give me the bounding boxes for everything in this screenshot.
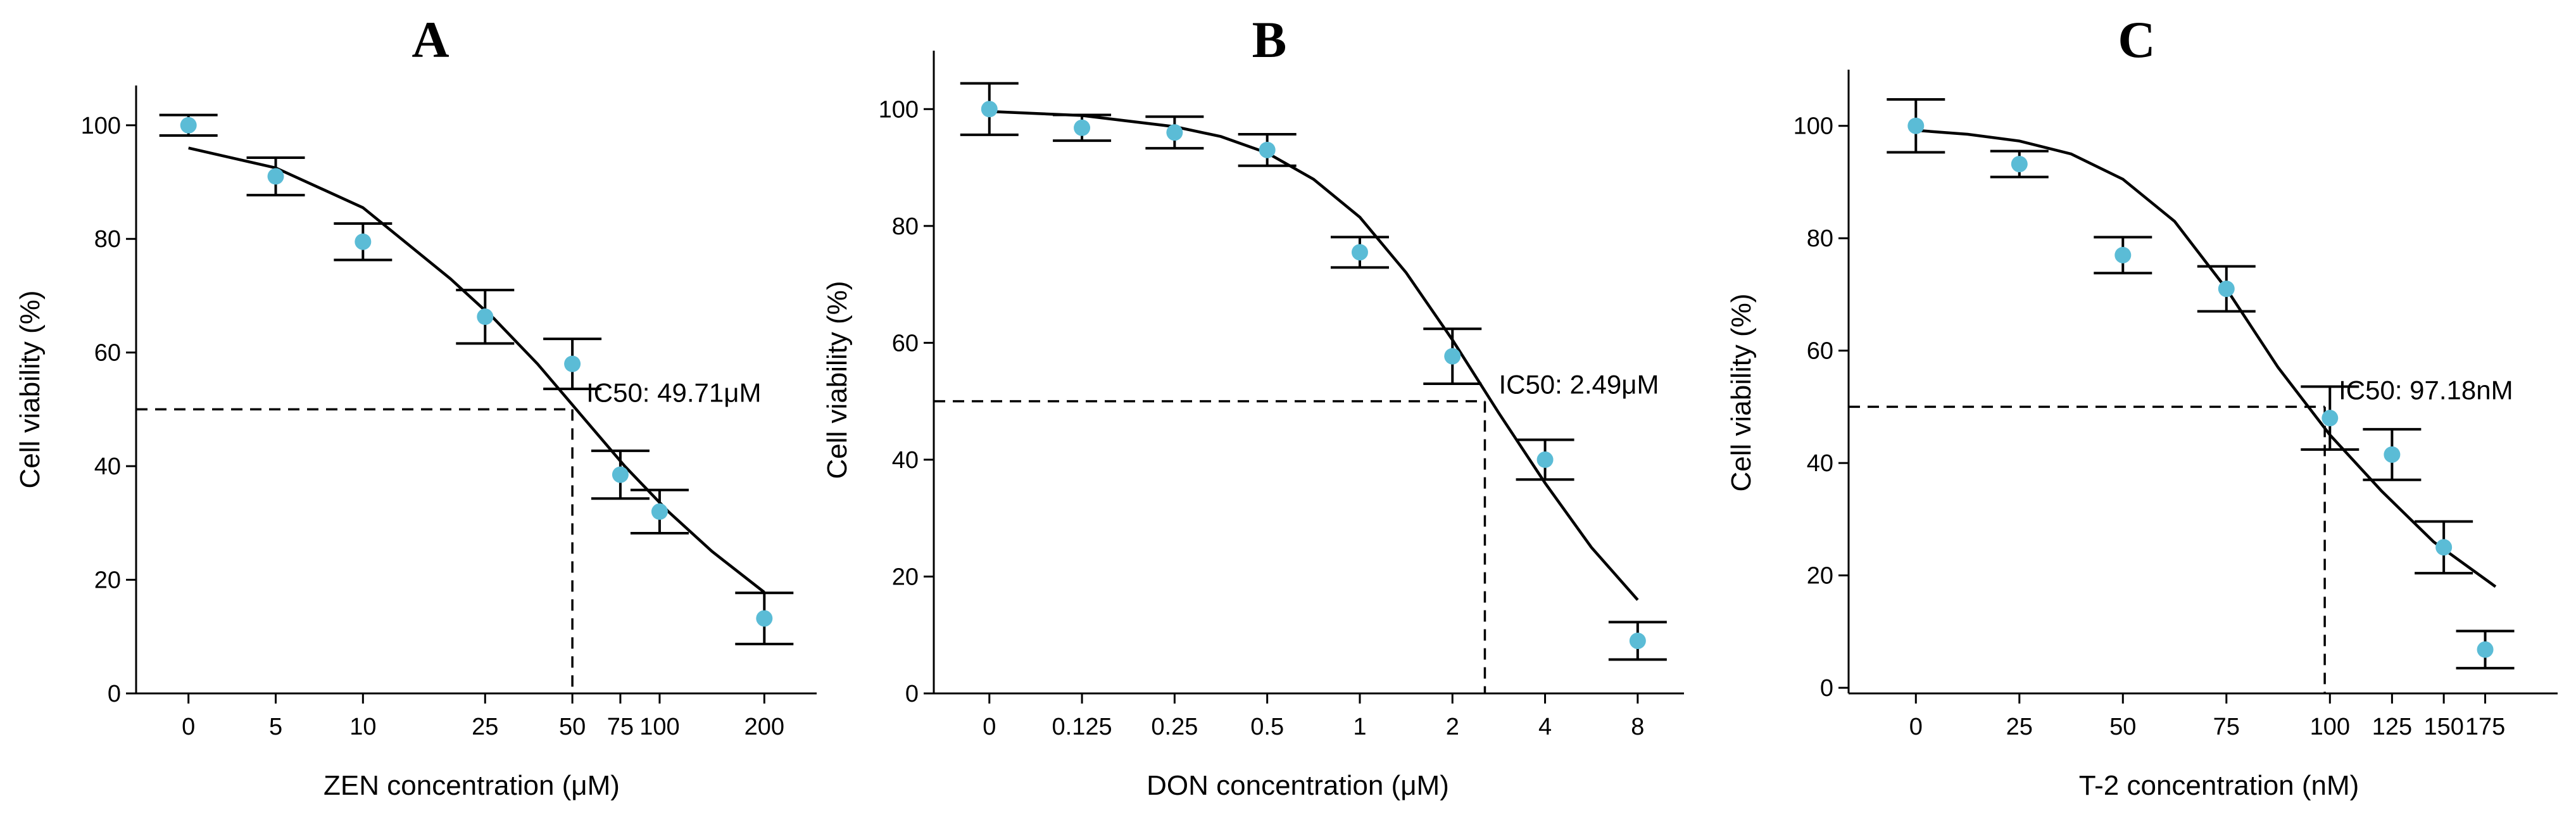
panel-b-x-title: DON concentration (μM): [1147, 770, 1449, 801]
panel-b-data-point: [1351, 244, 1368, 261]
panel-a-fit-curve: [188, 146, 765, 594]
panel-a-marks: [136, 113, 794, 693]
panel-b-data-point: [1444, 348, 1461, 365]
panel-b-x-tick-label: 8: [1631, 714, 1644, 740]
panel-c-data-point: [2218, 281, 2235, 298]
panel-a-data-point: [756, 610, 773, 627]
panel-c-x-tick-label: 150: [2423, 714, 2463, 740]
panel-a-x-title: ZEN concentration (μM): [324, 770, 620, 801]
panel-b-data-point: [1536, 451, 1554, 468]
panel-b-y-tick-label: 80: [892, 213, 919, 240]
panel-b-x-tick-label: 0.25: [1151, 714, 1198, 740]
panel-a-letter: A: [412, 11, 449, 68]
panel-b-x-tick-label: 1: [1353, 714, 1366, 740]
panel-b-x-tick-label: 2: [1446, 714, 1459, 740]
panel-b-data-point: [981, 101, 998, 118]
panel-c-x-tick-label: 75: [2213, 714, 2240, 740]
panel-b-data-point: [1074, 119, 1091, 136]
panel-c-x-title: T-2 concentration (nM): [2079, 770, 2359, 801]
panel-c-y-tick-label: 0: [1820, 675, 1833, 702]
panel-b: B Cell viability (%) DON concentration (…: [822, 11, 1684, 801]
panel-c-y-tick-label: 100: [1794, 113, 1833, 140]
panel-a: A Cell viability (%) ZEN concentration (…: [15, 11, 817, 801]
panel-c-data-point: [1907, 117, 1925, 134]
panel-c-y-tick-label: 80: [1807, 225, 1833, 252]
panel-c-x-tick-label: 50: [2109, 714, 2136, 740]
panel-c-y-tick-label: 40: [1807, 450, 1833, 477]
panel-a-y-tick-label: 80: [94, 226, 121, 253]
panel-c-letter: C: [2118, 11, 2155, 68]
panel-b-y-tick-label: 60: [892, 330, 919, 357]
panel-a-y-tick-label: 100: [81, 113, 121, 139]
panel-a-data-point: [180, 117, 197, 134]
panel-c-data-point: [2477, 641, 2494, 658]
panel-a-x-tick-label: 10: [349, 714, 376, 740]
panel-c-x-tick-label: 175: [2465, 714, 2505, 740]
panel-c-x-ticks: 0 25 50 75 100 125 150 175: [1909, 693, 2505, 740]
panel-a-y-title: Cell viability (%): [15, 291, 46, 489]
panel-c-data-point: [2011, 156, 2028, 173]
panel-b-marks: [934, 82, 1667, 693]
panel-c-y-tick-label: 20: [1807, 563, 1833, 590]
panel-a-x-tick-label: 200: [745, 714, 784, 740]
panel-b-x-tick-label: 4: [1538, 714, 1552, 740]
panel-a-data-point: [564, 355, 581, 372]
panel-b-x-tick-label: 0.5: [1250, 714, 1284, 740]
panel-a-data-point: [355, 233, 372, 250]
panel-a-data-point: [612, 466, 629, 483]
panel-c-y-title: Cell viability (%): [1726, 294, 1757, 492]
panel-c-x-tick-label: 0: [1909, 714, 1923, 740]
panel-a-x-tick-label: 75: [607, 714, 634, 740]
panel-a-y-tick-label: 0: [108, 681, 121, 707]
panel-c-data-point: [2435, 539, 2453, 556]
panel-a-data-point: [267, 168, 284, 185]
panel-b-y-tick-label: 100: [879, 96, 919, 123]
panel-c-x-tick-label: 125: [2372, 714, 2412, 740]
panel-b-x-ticks: 0 0.125 0.25 0.5 1 2 4 8: [983, 693, 1644, 740]
panel-a-x-tick-label: 100: [639, 714, 679, 740]
panel-b-ic50-label: IC50: 2.49μM: [1498, 370, 1659, 400]
panel-a-y-tick-label: 20: [94, 567, 121, 594]
panel-b-letter: B: [1252, 11, 1287, 68]
panel-c-y-tick-label: 60: [1807, 338, 1833, 365]
panel-a-y-ticks: 0 20 40 60 80 100: [81, 113, 136, 707]
panel-b-y-tick-label: 20: [892, 564, 919, 590]
panel-c-data-point: [2114, 246, 2132, 263]
panel-c-fit-curve: [1916, 129, 2497, 588]
panel-c-y-ticks: 0 20 40 60 80 100: [1794, 113, 1849, 702]
panel-a-x-ticks: 0 5 10 25 50 75 100 200: [182, 693, 784, 740]
panel-b-data-point: [1629, 632, 1646, 649]
panel-b-y-title: Cell viability (%): [822, 281, 853, 479]
panel-a-data-point: [477, 308, 494, 325]
panel-a-x-tick-label: 0: [182, 714, 195, 740]
panel-c-marks: [1849, 98, 2515, 693]
panel-c-data-point: [2322, 410, 2339, 427]
panel-b-x-tick-label: 0: [983, 714, 996, 740]
panel-c-x-tick-label: 100: [2310, 714, 2350, 740]
panel-b-y-tick-label: 40: [892, 447, 919, 474]
panel-b-data-point: [1166, 124, 1183, 141]
panel-b-y-ticks: 0 20 40 60 80 100: [879, 96, 934, 707]
panel-a-x-tick-label: 25: [472, 714, 498, 740]
panel-b-fit-curve: [989, 110, 1639, 601]
panel-a-y-tick-label: 40: [94, 453, 121, 480]
panel-c-data-point: [2384, 446, 2401, 463]
panel-b-y-tick-label: 0: [905, 681, 919, 707]
panel-c-ic50-label: IC50: 97.18nM: [2339, 375, 2513, 405]
panel-a-ic50-label: IC50: 49.71μM: [586, 377, 761, 407]
panel-a-x-tick-label: 5: [269, 714, 282, 740]
panel-b-x-tick-label: 0.125: [1052, 714, 1112, 740]
panel-c-x-tick-label: 25: [2006, 714, 2033, 740]
panel-a-y-tick-label: 60: [94, 340, 121, 367]
panel-a-x-tick-label: 50: [559, 714, 586, 740]
panel-c: C Cell viability (%) T-2 concentration (…: [1726, 11, 2558, 801]
panel-a-data-point: [651, 503, 668, 520]
panel-b-data-point: [1259, 141, 1276, 158]
